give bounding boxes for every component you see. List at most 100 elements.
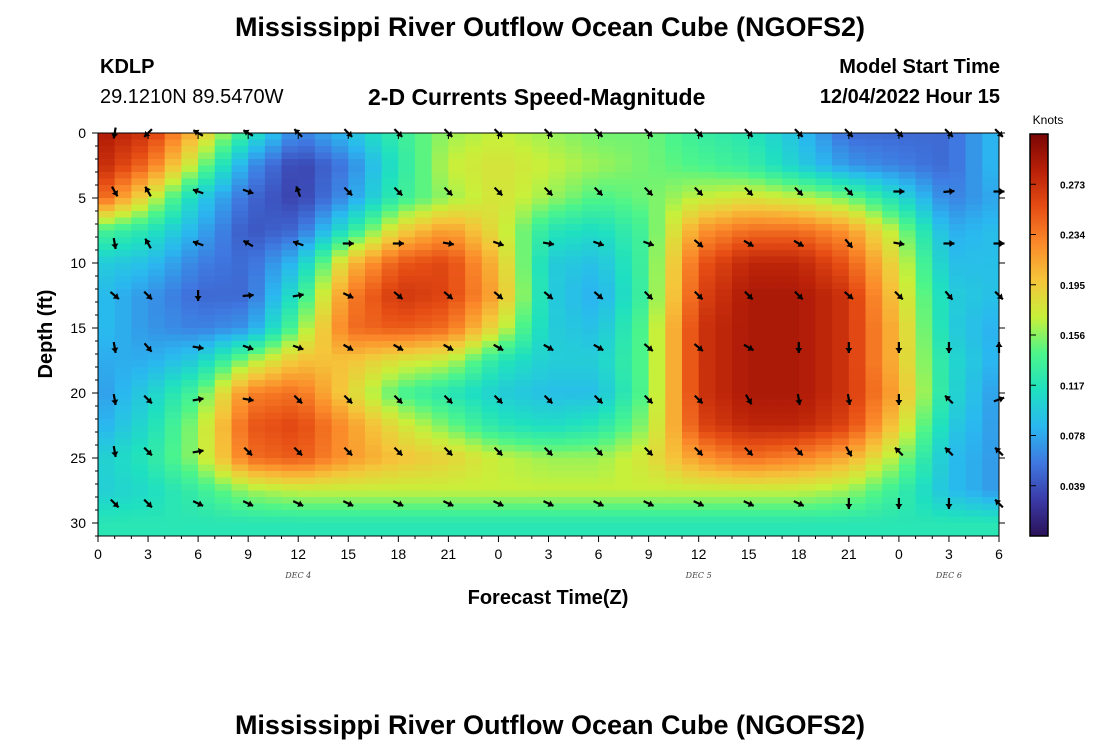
heatmap-cell [598,477,616,485]
heatmap-cell [431,399,449,407]
heatmap-cell [848,191,867,199]
heatmap-cell [715,393,733,401]
heatmap-cell [181,185,199,193]
heatmap-cell [214,276,233,284]
heatmap-cell [915,497,933,505]
heatmap-cell [948,425,967,433]
heatmap-cell [431,282,449,290]
heatmap-cell [815,529,833,536]
y-tick-label: 20 [70,385,86,401]
heatmap-cell [481,490,500,498]
heatmap-cell [682,360,700,368]
heatmap-cell [248,133,266,141]
heatmap-cell [765,354,783,362]
heatmap-cell [948,308,967,316]
heatmap-cell [264,510,283,518]
heatmap-cell [982,471,999,479]
heatmap-cell [531,159,550,167]
heatmap-cell [848,386,867,394]
heatmap-cell [565,217,583,225]
heatmap-cell [765,328,783,336]
heatmap-cell [431,217,449,225]
heatmap-cell [715,406,733,414]
heatmap-cell [798,237,817,245]
heatmap-cell [331,308,349,316]
heatmap-cell [314,211,333,219]
heatmap-cell [114,503,132,511]
heatmap-cell [631,477,650,485]
heatmap-cell [865,438,883,446]
heatmap-cell [415,243,433,251]
heatmap-cell [331,321,349,329]
heatmap-cell [231,204,249,212]
heatmap-cell [732,237,750,245]
heatmap-cell [598,386,616,394]
heatmap-cell [515,497,533,505]
heatmap-cell [531,217,550,225]
heatmap-cell [782,458,800,466]
heatmap-cell [915,191,933,199]
heatmap-cell [515,458,533,466]
heatmap-cell [865,256,883,264]
heatmap-cell [782,237,800,245]
heatmap-cell [915,406,933,414]
heatmap-cell [131,269,149,277]
heatmap-cell [665,250,683,258]
heatmap-cell [481,425,500,433]
heatmap-cell [615,217,633,225]
heatmap-cell [381,146,399,154]
heatmap-cell [214,165,233,173]
heatmap-cell [448,139,466,147]
heatmap-cell [848,308,867,316]
heatmap-cell [398,282,416,290]
heatmap-cell [198,276,216,284]
heatmap-cell [732,146,750,154]
heatmap-cell [98,529,116,536]
heatmap-cell [398,295,416,303]
heatmap-cell [531,503,550,511]
heatmap-cell [148,523,166,531]
heatmap-cell [782,425,800,433]
heatmap-cell [932,438,950,446]
heatmap-cell [164,198,182,206]
heatmap-cell [915,419,933,427]
heatmap-cell [198,393,216,401]
heatmap-cell [164,477,182,485]
heatmap-cell [281,412,299,420]
heatmap-cell [365,269,383,277]
heatmap-cell [298,497,316,505]
heatmap-cell [248,529,266,536]
heatmap-cell [948,367,967,375]
heatmap-cell [715,367,733,375]
heatmap-cell [965,464,983,472]
heatmap-cell [214,315,233,323]
heatmap-cell [481,224,500,232]
heatmap-cell [531,360,550,368]
heatmap-cell [682,406,700,414]
heatmap-cell [581,334,600,342]
heatmap-cell [898,146,917,154]
heatmap-cell [848,328,867,336]
heatmap-cell [631,373,650,381]
heatmap-cell [298,523,316,531]
heatmap-cell [848,419,867,427]
heatmap-cell [431,237,449,245]
heatmap-cell [231,308,249,316]
heatmap-cell [114,386,132,394]
heatmap-cell [548,334,566,342]
heatmap-cell [465,393,483,401]
heatmap-cell [748,412,766,420]
heatmap-cell [198,438,216,446]
heatmap-cell [865,230,883,238]
heatmap-cell [631,250,650,258]
heatmap-cell [915,315,933,323]
heatmap-cell [832,471,850,479]
heatmap-cell [732,354,750,362]
current-vector-arrow [794,186,804,197]
current-vector-arrow [743,500,755,507]
heatmap-cell [281,289,299,297]
heatmap-cell [298,445,316,453]
heatmap-cell [999,530,1016,537]
heatmap-cell [815,250,833,258]
heatmap-cell [198,256,216,264]
